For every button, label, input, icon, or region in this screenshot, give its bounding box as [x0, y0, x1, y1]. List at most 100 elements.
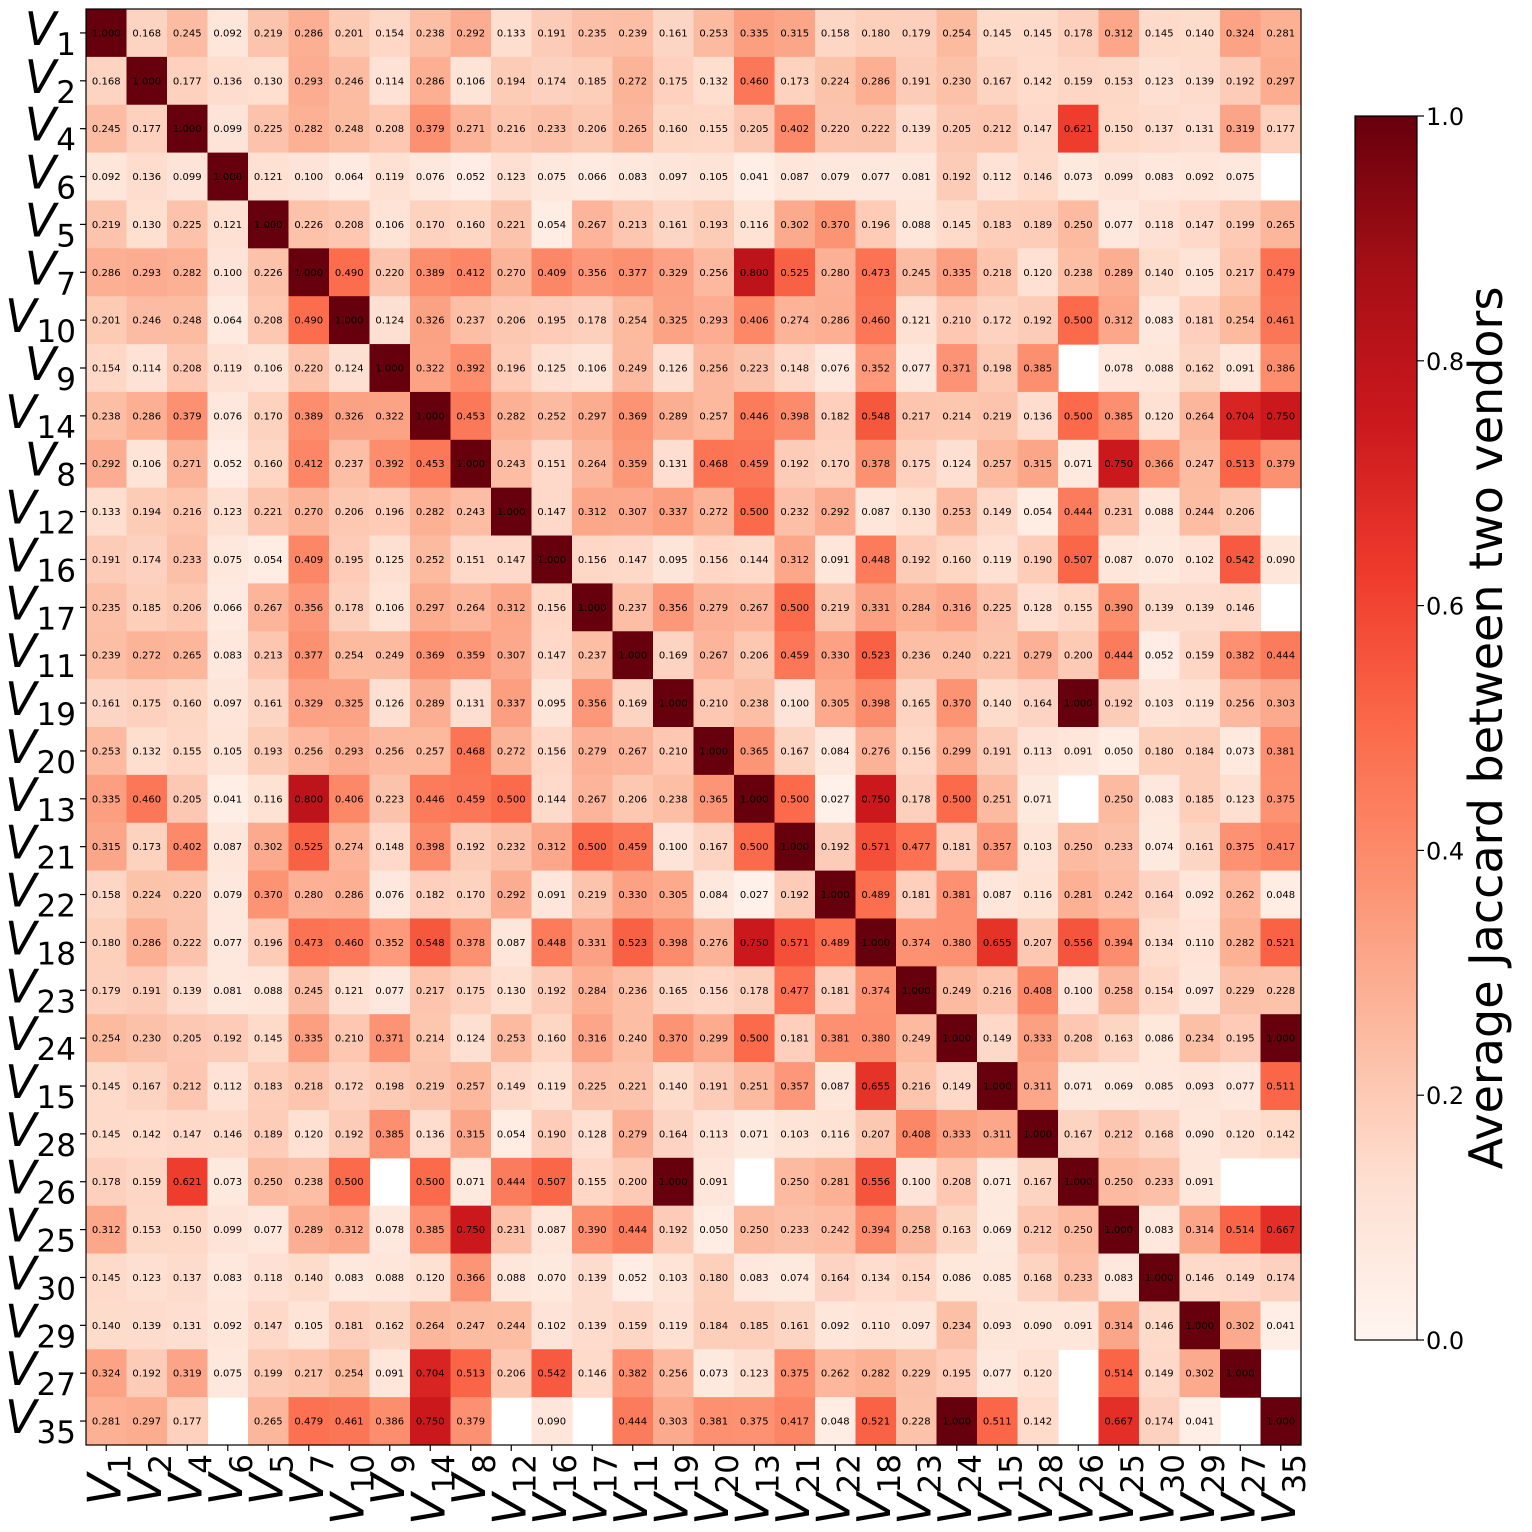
cell-value-label: 0.183: [983, 220, 1012, 231]
heatmap-cell: [1139, 822, 1181, 872]
cell-value-label: 0.070: [1145, 555, 1174, 566]
heatmap-cell: [612, 391, 654, 441]
heatmap-cell: [248, 1301, 290, 1350]
heatmap-cell: [815, 918, 857, 967]
heatmap-cell: [734, 1014, 776, 1063]
heatmap-cell: [450, 487, 492, 537]
heatmap-cell: [693, 439, 735, 489]
cell-value-label: 0.100: [1064, 986, 1093, 997]
cell-value-label: 0.238: [92, 411, 121, 422]
heatmap-cell: [410, 918, 452, 967]
heatmap-cell: [248, 56, 290, 106]
heatmap-cell: [1179, 1157, 1221, 1207]
cell-value-label: 0.069: [983, 1225, 1012, 1236]
heatmap-cell: [1017, 1014, 1059, 1063]
row-label: V6: [25, 146, 76, 207]
cell-value-label: 0.139: [902, 124, 931, 135]
heatmap-cell: [815, 727, 857, 776]
cell-value-label: 1.000: [497, 507, 526, 518]
cell-value-label: 0.252: [416, 555, 445, 566]
cell-value-label: 0.370: [821, 220, 850, 231]
cell-value-label: 0.276: [861, 746, 890, 757]
heatmap-cell: [491, 1205, 533, 1255]
cell-value-label: 0.078: [1104, 364, 1133, 375]
cell-value-label: 0.192: [456, 842, 485, 853]
cell-value-label: 0.417: [780, 1417, 809, 1428]
cell-value-label: 0.091: [699, 1177, 728, 1188]
cell-value-label: 0.459: [780, 651, 809, 662]
heatmap-cell: [693, 679, 735, 728]
heatmap-cell: [410, 296, 452, 345]
cell-value-label: 0.800: [740, 268, 769, 279]
heatmap-cell: [1260, 822, 1302, 872]
heatmap-cell: [329, 727, 371, 776]
cell-value-label: 0.490: [335, 268, 364, 279]
cell-value-label: 0.134: [1145, 938, 1174, 949]
heatmap-cell: [855, 966, 897, 1015]
heatmap-cell: [410, 583, 452, 632]
heatmap-cell: [977, 822, 1019, 872]
heatmap-cell: [855, 535, 897, 584]
cell-value-label: 0.253: [942, 507, 971, 518]
heatmap-cell: [329, 104, 371, 154]
cell-value-label: 0.271: [173, 459, 202, 470]
heatmap-cell: [288, 727, 330, 776]
cell-value-label: 0.316: [942, 603, 971, 614]
cell-value-label: 0.256: [699, 364, 728, 375]
heatmap-cell: [288, 1205, 330, 1255]
cell-value-label: 0.621: [1064, 124, 1093, 135]
heatmap-cell: [86, 487, 128, 537]
cell-value-label: 0.325: [659, 316, 688, 327]
heatmap-cell: [369, 391, 411, 441]
cell-value-label: 0.116: [740, 220, 769, 231]
colorbar-ticks: 0.00.20.40.60.81.0: [1417, 103, 1464, 1355]
heatmap-cell: [167, 870, 209, 920]
heatmap-cell: [410, 822, 452, 872]
cell-value-label: 0.251: [983, 794, 1012, 805]
heatmap-cell: [167, 391, 209, 441]
cell-value-label: 0.385: [1104, 411, 1133, 422]
heatmap-cell: [734, 583, 776, 632]
cell-value-label: 0.183: [254, 1082, 283, 1093]
heatmap-cell: [1058, 822, 1100, 872]
cell-value-label: 0.289: [416, 699, 445, 710]
cell-value-label: 0.325: [335, 699, 364, 710]
cell-value-label: 0.140: [294, 1273, 323, 1284]
cell-value-label: 0.150: [173, 1225, 202, 1236]
heatmap-cell: [1139, 727, 1181, 776]
cell-value-label: 0.120: [1226, 1129, 1255, 1140]
cell-value-label: 0.198: [983, 364, 1012, 375]
heatmap-cell: [1220, 870, 1262, 920]
heatmap-cell: [369, 631, 411, 680]
heatmap-cell: [572, 631, 614, 680]
cell-value-label: 0.091: [1226, 364, 1255, 375]
heatmap-cell: [693, 1349, 735, 1398]
cell-value-label: 0.219: [983, 411, 1012, 422]
cell-value-label: 0.232: [780, 507, 809, 518]
heatmap-cell: [855, 727, 897, 776]
heatmap-cell: [693, 200, 735, 249]
cell-value-label: 0.194: [132, 507, 161, 518]
cell-value-label: 0.163: [1104, 1034, 1133, 1045]
heatmap-cell: [612, 966, 654, 1015]
heatmap-cell: [572, 1014, 614, 1063]
cell-value-label: 0.139: [1185, 603, 1214, 614]
cell-value-label: 0.147: [1023, 124, 1052, 135]
heatmap-cell: [774, 1397, 816, 1446]
cell-value-label: 0.264: [416, 1321, 445, 1332]
plot-frame: [85, 8, 1302, 1446]
cell-value-label: 0.091: [1064, 1321, 1093, 1332]
cell-value-label: 0.305: [821, 699, 850, 710]
heatmap-cell: [207, 104, 249, 154]
cell-value-label: 0.381: [942, 890, 971, 901]
cell-value-label: 0.075: [537, 172, 566, 183]
heatmap-cell: [86, 918, 128, 967]
heatmap-cell: [612, 1397, 654, 1446]
cell-value-label: 0.180: [92, 938, 121, 949]
cell-value-label: 0.077: [1104, 220, 1133, 231]
heatmap-cell: [410, 9, 452, 58]
heatmap-cell: [734, 56, 776, 106]
heatmap-cell: [167, 631, 209, 680]
cell-value-label: 0.394: [861, 1225, 890, 1236]
cell-value-label: 0.092: [1185, 172, 1214, 183]
